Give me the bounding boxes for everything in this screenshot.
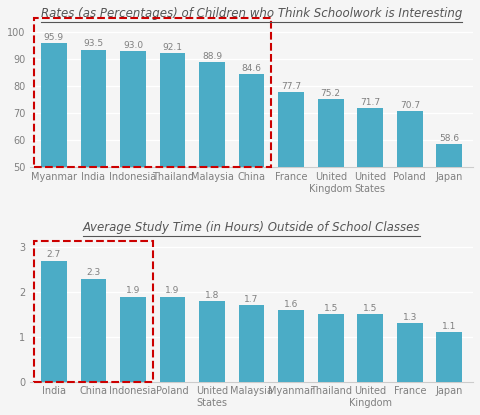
- Text: 84.6: 84.6: [241, 63, 262, 73]
- Bar: [41, 261, 67, 382]
- Bar: [239, 305, 264, 382]
- Bar: [436, 144, 462, 302]
- Bar: [81, 278, 106, 382]
- Bar: [120, 51, 146, 302]
- Bar: [397, 111, 422, 302]
- Text: 1.3: 1.3: [403, 313, 417, 322]
- Text: 75.2: 75.2: [321, 89, 341, 98]
- Text: 95.9: 95.9: [44, 33, 64, 42]
- Text: 2.3: 2.3: [86, 268, 101, 277]
- Text: 1.9: 1.9: [126, 286, 140, 295]
- Bar: [34, 241, 153, 382]
- Bar: [160, 54, 185, 302]
- Text: 1.9: 1.9: [165, 286, 180, 295]
- Text: 2.7: 2.7: [47, 250, 61, 259]
- Title: Average Study Time (in Hours) Outside of School Classes: Average Study Time (in Hours) Outside of…: [83, 221, 420, 234]
- Bar: [358, 108, 383, 302]
- Bar: [318, 99, 344, 302]
- Text: 88.9: 88.9: [202, 52, 222, 61]
- Bar: [81, 49, 106, 302]
- Bar: [239, 73, 264, 302]
- Bar: [278, 310, 304, 382]
- Bar: [436, 332, 462, 382]
- Text: 58.6: 58.6: [439, 134, 459, 143]
- Bar: [199, 62, 225, 302]
- Text: 77.7: 77.7: [281, 82, 301, 91]
- Bar: [199, 301, 225, 382]
- Text: 1.5: 1.5: [324, 304, 338, 313]
- Text: 93.0: 93.0: [123, 41, 143, 50]
- Text: 92.1: 92.1: [163, 43, 182, 52]
- Bar: [34, 19, 271, 167]
- Text: 93.5: 93.5: [84, 39, 104, 49]
- Bar: [160, 297, 185, 382]
- Bar: [397, 323, 422, 382]
- Bar: [120, 297, 146, 382]
- Text: 71.7: 71.7: [360, 98, 380, 107]
- Text: 1.7: 1.7: [244, 295, 259, 304]
- Text: 1.8: 1.8: [205, 290, 219, 300]
- Bar: [41, 43, 67, 302]
- Bar: [318, 315, 344, 382]
- Bar: [278, 92, 304, 302]
- Title: Rates (as Percentages) of Children who Think Schoolwork is Interesting: Rates (as Percentages) of Children who T…: [41, 7, 462, 20]
- Bar: [358, 315, 383, 382]
- Text: 1.6: 1.6: [284, 300, 299, 309]
- Text: 70.7: 70.7: [400, 101, 420, 110]
- Text: 1.5: 1.5: [363, 304, 377, 313]
- Text: 1.1: 1.1: [442, 322, 456, 331]
